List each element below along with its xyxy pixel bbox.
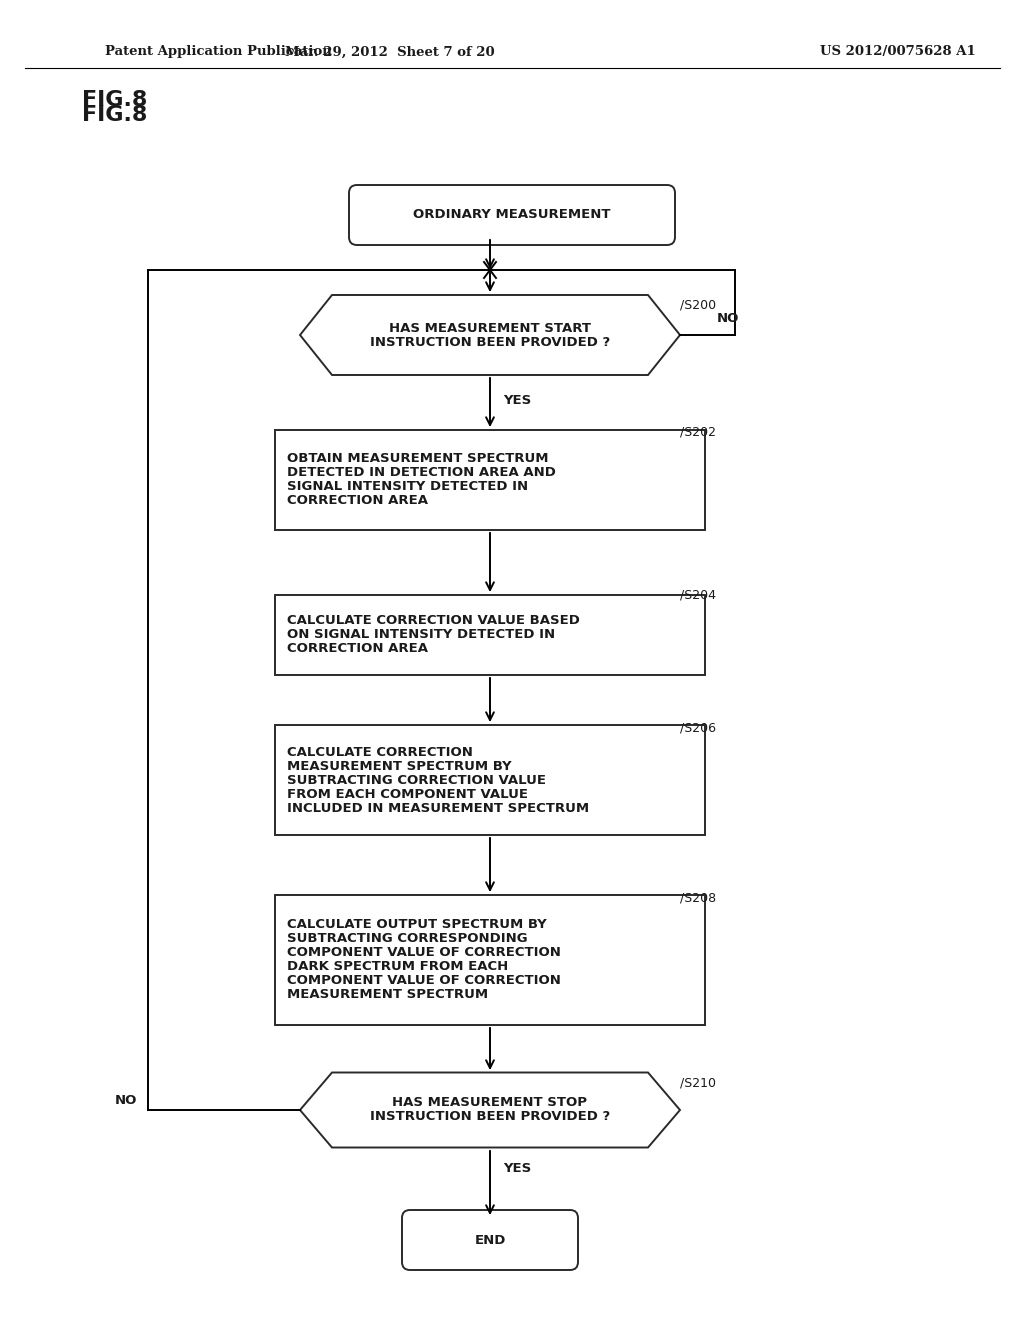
Text: CORRECTION AREA: CORRECTION AREA bbox=[287, 643, 428, 656]
Text: CALCULATE OUTPUT SPECTRUM BY: CALCULATE OUTPUT SPECTRUM BY bbox=[287, 919, 547, 932]
Bar bbox=[275, 895, 705, 1026]
Text: Mar. 29, 2012  Sheet 7 of 20: Mar. 29, 2012 Sheet 7 of 20 bbox=[286, 45, 495, 58]
Text: /S206: /S206 bbox=[680, 722, 716, 734]
Text: /S210: /S210 bbox=[680, 1077, 716, 1089]
Polygon shape bbox=[300, 1072, 680, 1147]
Text: Patent Application Publication: Patent Application Publication bbox=[105, 45, 332, 58]
Text: /S200: /S200 bbox=[680, 298, 716, 312]
Bar bbox=[275, 725, 705, 836]
Text: DETECTED IN DETECTION AREA AND: DETECTED IN DETECTION AREA AND bbox=[287, 466, 556, 479]
Text: CALCULATE CORRECTION VALUE BASED: CALCULATE CORRECTION VALUE BASED bbox=[287, 615, 580, 627]
Text: INSTRUCTION BEEN PROVIDED ?: INSTRUCTION BEEN PROVIDED ? bbox=[370, 1110, 610, 1123]
Text: MEASUREMENT SPECTRUM BY: MEASUREMENT SPECTRUM BY bbox=[287, 759, 512, 772]
FancyBboxPatch shape bbox=[402, 1210, 578, 1270]
Text: NO: NO bbox=[717, 312, 739, 325]
FancyBboxPatch shape bbox=[349, 185, 675, 246]
Text: FROM EACH COMPONENT VALUE: FROM EACH COMPONENT VALUE bbox=[287, 788, 528, 800]
Text: YES: YES bbox=[503, 393, 531, 407]
Bar bbox=[275, 595, 705, 675]
Text: /S202: /S202 bbox=[680, 425, 716, 438]
Text: FIG.8: FIG.8 bbox=[82, 90, 147, 110]
Text: INSTRUCTION BEEN PROVIDED ?: INSTRUCTION BEEN PROVIDED ? bbox=[370, 335, 610, 348]
Bar bbox=[275, 430, 705, 531]
Text: SUBTRACTING CORRECTION VALUE: SUBTRACTING CORRECTION VALUE bbox=[287, 774, 546, 787]
Text: NO: NO bbox=[115, 1093, 137, 1106]
Text: CORRECTION AREA: CORRECTION AREA bbox=[287, 495, 428, 507]
Polygon shape bbox=[300, 294, 680, 375]
Text: /S204: /S204 bbox=[680, 589, 716, 602]
Text: ON SIGNAL INTENSITY DETECTED IN: ON SIGNAL INTENSITY DETECTED IN bbox=[287, 628, 555, 642]
Text: US 2012/0075628 A1: US 2012/0075628 A1 bbox=[820, 45, 976, 58]
Text: SUBTRACTING CORRESPONDING: SUBTRACTING CORRESPONDING bbox=[287, 932, 527, 945]
Text: HAS MEASUREMENT STOP: HAS MEASUREMENT STOP bbox=[392, 1097, 588, 1110]
Text: COMPONENT VALUE OF CORRECTION: COMPONENT VALUE OF CORRECTION bbox=[287, 974, 561, 987]
Text: /S208: /S208 bbox=[680, 891, 716, 904]
Text: YES: YES bbox=[503, 1162, 531, 1175]
Text: OBTAIN MEASUREMENT SPECTRUM: OBTAIN MEASUREMENT SPECTRUM bbox=[287, 453, 549, 466]
Text: ORDINARY MEASUREMENT: ORDINARY MEASUREMENT bbox=[414, 209, 610, 222]
Text: FIG.8: FIG.8 bbox=[82, 106, 147, 125]
Text: MEASUREMENT SPECTRUM: MEASUREMENT SPECTRUM bbox=[287, 989, 488, 1002]
Text: INCLUDED IN MEASUREMENT SPECTRUM: INCLUDED IN MEASUREMENT SPECTRUM bbox=[287, 801, 589, 814]
Text: HAS MEASUREMENT START: HAS MEASUREMENT START bbox=[389, 322, 591, 334]
Text: DARK SPECTRUM FROM EACH: DARK SPECTRUM FROM EACH bbox=[287, 961, 508, 974]
Text: COMPONENT VALUE OF CORRECTION: COMPONENT VALUE OF CORRECTION bbox=[287, 946, 561, 960]
Text: END: END bbox=[474, 1233, 506, 1246]
Text: SIGNAL INTENSITY DETECTED IN: SIGNAL INTENSITY DETECTED IN bbox=[287, 480, 528, 494]
Text: CALCULATE CORRECTION: CALCULATE CORRECTION bbox=[287, 746, 473, 759]
